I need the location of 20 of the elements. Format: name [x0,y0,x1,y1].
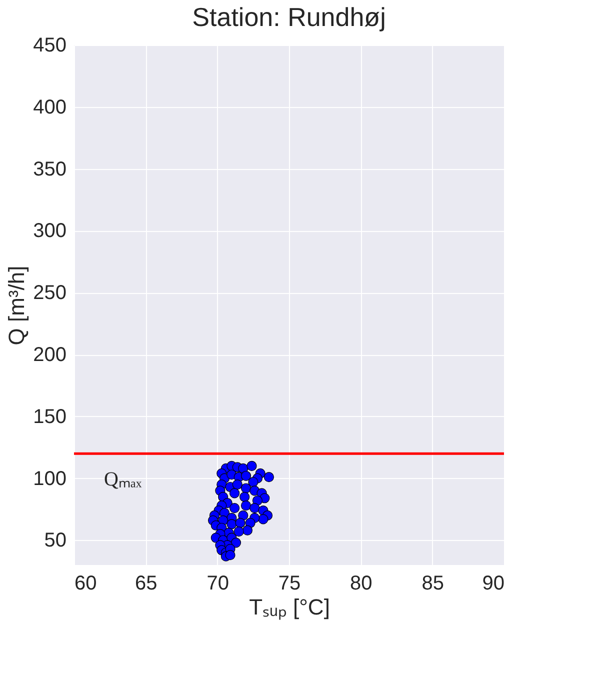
x-tick-label: 60 [74,572,97,594]
x-axis-title: Tₛᵤₚ [°C] [249,594,330,620]
y-tick-label: 100 [33,468,66,490]
ref-line-label: Qₘₐₓ [104,468,142,491]
x-tick-label: 90 [482,572,504,594]
y-tick-label: 450 [33,34,66,56]
x-tick-label: 70 [206,572,229,594]
x-tick-label: 65 [135,572,158,594]
y-tick-label: 250 [33,282,66,304]
y-tick-label: 200 [33,344,66,366]
x-tick-label: 75 [278,572,301,594]
y-tick-label: 300 [33,220,66,242]
y-tick-label: 50 [44,530,66,552]
y-tick-label: 350 [33,158,66,180]
chart-title: Station: Rundhøj [192,2,386,32]
y-axis-title: Q [m³/h] [4,266,30,346]
y-tick-label: 400 [33,96,66,118]
x-tick-label: 85 [422,572,444,594]
x-tick-label: 80 [350,572,372,594]
y-tick-label: 150 [33,406,66,428]
